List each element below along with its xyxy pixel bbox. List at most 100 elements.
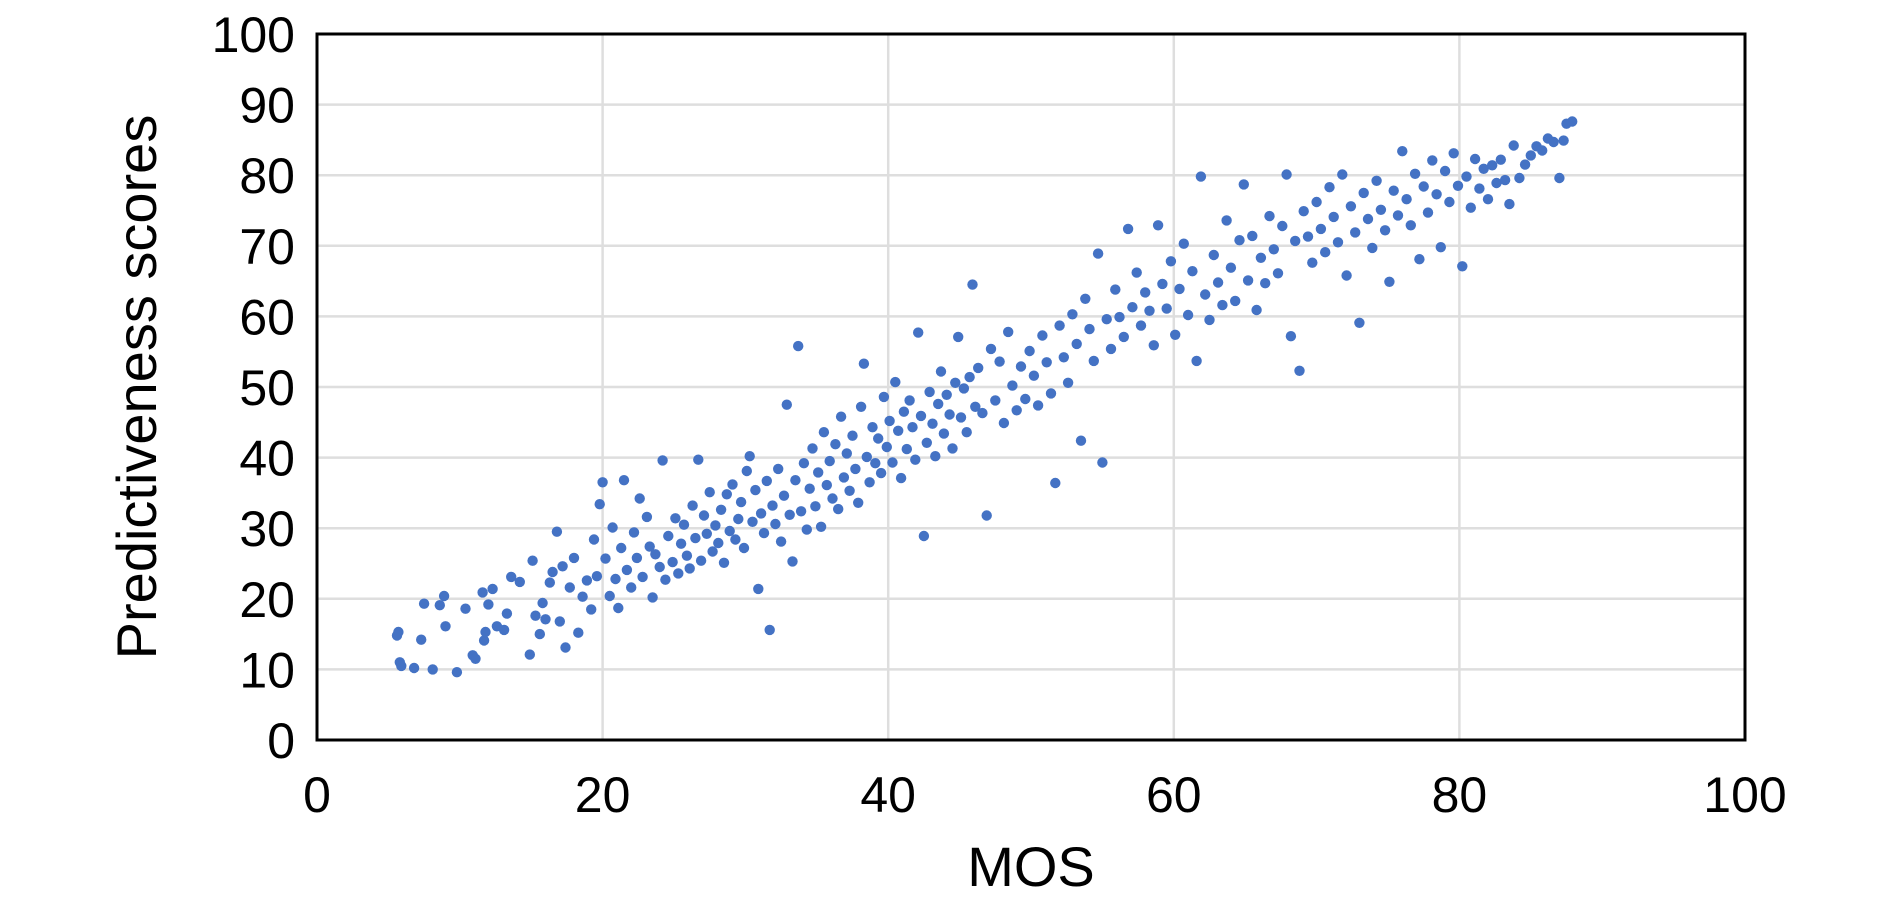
x-axis-ticks: 0 20 40 60 80 100 — [303, 767, 1787, 823]
data-point — [460, 603, 471, 614]
data-point — [1401, 194, 1412, 205]
data-point — [1080, 293, 1091, 304]
data-point — [1157, 278, 1168, 290]
data-point — [621, 564, 633, 576]
data-point — [644, 541, 655, 552]
data-point — [1268, 244, 1280, 255]
data-point — [540, 614, 551, 625]
data-point — [1015, 361, 1027, 372]
data-point — [470, 653, 481, 664]
x-tick-label: 0 — [303, 767, 331, 823]
data-point — [913, 327, 924, 338]
data-point — [1118, 331, 1130, 343]
data-point — [1054, 320, 1065, 331]
data-point — [537, 597, 548, 609]
data-point — [1071, 338, 1082, 350]
y-tick-label: 0 — [267, 713, 295, 769]
data-point — [1285, 331, 1297, 342]
data-point — [824, 455, 835, 467]
data-point — [778, 490, 790, 501]
data-point — [438, 590, 450, 602]
plot-area-frame — [315, 32, 1747, 742]
data-point — [747, 516, 758, 527]
data-point — [1302, 231, 1314, 242]
data-point — [1444, 196, 1455, 208]
data-point — [775, 536, 787, 547]
data-point — [858, 358, 870, 369]
data-point — [707, 546, 718, 557]
data-point — [1448, 148, 1459, 159]
data-point — [1482, 194, 1494, 205]
data-point — [804, 483, 815, 494]
data-point — [1478, 163, 1489, 174]
data-point — [591, 571, 603, 582]
data-point — [1298, 206, 1309, 217]
data-point — [761, 475, 772, 487]
data-point — [1504, 198, 1515, 210]
data-point — [1474, 183, 1485, 194]
data-point — [915, 410, 927, 422]
y-tick-label: 70 — [239, 219, 295, 275]
data-point — [933, 398, 944, 410]
data-point — [910, 454, 921, 465]
x-tick-label: 40 — [860, 767, 916, 823]
data-point — [1212, 277, 1224, 288]
data-point — [750, 484, 761, 496]
data-point — [1024, 345, 1035, 357]
data-point — [650, 549, 661, 560]
data-point — [501, 608, 513, 619]
data-point — [1148, 340, 1160, 351]
data-point — [530, 610, 541, 621]
data-point — [483, 599, 494, 610]
data-point — [564, 582, 575, 593]
data-point — [798, 458, 810, 469]
data-point — [1495, 154, 1507, 165]
data-point — [907, 422, 918, 433]
y-tick-label: 100 — [212, 7, 295, 63]
data-point — [581, 575, 593, 586]
data-point — [1277, 220, 1288, 232]
data-point — [973, 362, 984, 374]
data-point — [1354, 317, 1365, 328]
data-point — [835, 411, 847, 422]
data-point — [600, 553, 611, 564]
data-point — [1114, 311, 1125, 323]
data-point — [487, 583, 498, 595]
data-point — [577, 591, 588, 602]
data-point — [1452, 180, 1464, 191]
data-point — [498, 624, 510, 636]
data-point — [1217, 299, 1228, 311]
data-point — [701, 528, 712, 539]
data-point — [594, 499, 605, 510]
data-point — [1204, 314, 1215, 326]
data-point — [873, 433, 884, 444]
data-point — [1367, 242, 1378, 254]
data-point — [1345, 201, 1357, 212]
data-point — [967, 279, 978, 290]
data-point — [1247, 230, 1258, 242]
data-point — [787, 556, 798, 567]
data-point — [953, 331, 964, 343]
data-point — [753, 583, 764, 595]
data-point — [784, 509, 795, 520]
data-point — [1311, 196, 1322, 208]
data-point — [597, 477, 608, 488]
data-point — [1170, 329, 1181, 340]
data-point — [1037, 330, 1048, 341]
data-point — [524, 649, 535, 660]
data-point — [1435, 242, 1447, 253]
data-point — [950, 377, 961, 388]
data-point — [1028, 370, 1040, 381]
data-point — [480, 626, 491, 638]
data-point — [841, 448, 852, 459]
data-point — [1461, 171, 1472, 182]
x-tick-label: 60 — [1146, 767, 1202, 823]
data-point — [733, 513, 744, 525]
data-point — [1281, 169, 1292, 180]
data-point — [1105, 343, 1117, 355]
data-point — [514, 576, 525, 588]
data-point — [1405, 220, 1417, 231]
data-point — [586, 604, 597, 615]
data-point — [944, 409, 955, 420]
data-point — [1230, 295, 1241, 307]
